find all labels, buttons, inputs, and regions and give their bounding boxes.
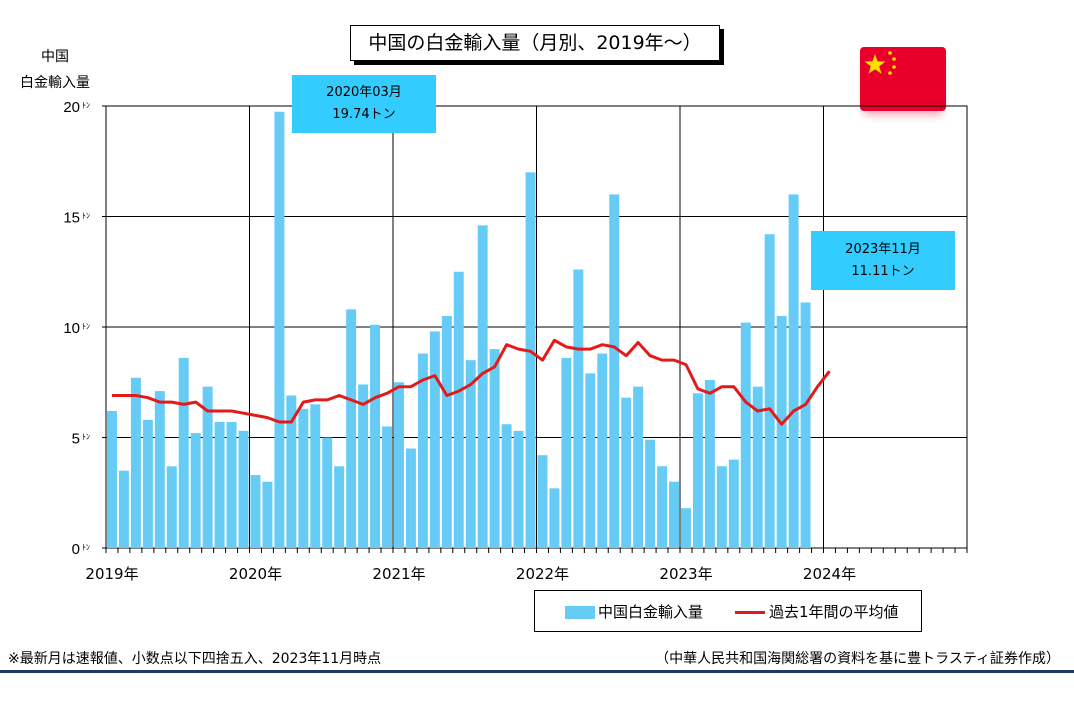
chart-legend: 中国白金輸入量 過去1年間の平均値: [534, 590, 922, 632]
bar: [274, 111, 285, 548]
chart-title: 中国の白金輸入量（月別、2019年～）: [350, 25, 720, 61]
bar: [429, 331, 440, 548]
bar: [501, 424, 512, 548]
callout-latest-value: 11.11トン: [851, 264, 915, 279]
bar: [178, 357, 189, 548]
bar: [645, 439, 656, 548]
bar: [370, 324, 381, 548]
y-tick-label: 10: [63, 320, 80, 337]
bar: [417, 353, 428, 548]
callout-peak-date: 2020年03月: [326, 85, 402, 100]
y-tick-unit: ﾄﾝ: [82, 101, 90, 110]
bar: [154, 391, 165, 548]
y-axis-label-line1: 中国: [41, 49, 69, 65]
bar: [298, 408, 309, 548]
y-tick-unit: ﾄﾝ: [82, 322, 90, 331]
legend-line-label: 過去1年間の平均値: [769, 603, 899, 621]
bar: [118, 470, 129, 548]
bar: [740, 322, 751, 548]
bar: [441, 315, 452, 548]
footnote-source: （中華人民共和国海関総署の資料を基に豊トラスティ証券作成）: [655, 651, 1060, 667]
bar: [382, 426, 392, 548]
bar: [250, 475, 261, 548]
legend-bar-label: 中国白金輸入量: [598, 603, 704, 621]
bar: [549, 488, 560, 548]
bar: [681, 508, 691, 548]
bar: [573, 269, 584, 548]
bar: [334, 466, 345, 548]
bar: [358, 384, 369, 548]
bar: [692, 393, 703, 548]
x-tick-label: 2022年: [516, 565, 569, 583]
bar: [310, 404, 321, 548]
bar: [716, 466, 727, 548]
bar: [477, 225, 488, 548]
bar: [142, 419, 153, 548]
bar: [537, 455, 548, 548]
bar: [226, 422, 237, 548]
y-tick-label: 20: [63, 99, 80, 116]
bar: [513, 430, 524, 548]
bar: [238, 430, 249, 548]
bar: [394, 382, 404, 548]
bar: [800, 302, 811, 548]
y-tick-unit: ﾄﾝ: [82, 212, 90, 221]
bar: [704, 380, 715, 548]
x-tick-label: 2021年: [372, 565, 425, 583]
average-line: [112, 338, 831, 426]
y-tick-unit: ﾄﾝ: [82, 543, 90, 552]
bar: [262, 481, 273, 548]
y-tick-unit: ﾄﾝ: [82, 433, 90, 442]
y-tick-label: 0: [72, 541, 80, 558]
bar: [166, 466, 177, 548]
bar: [130, 377, 141, 548]
x-tick-label: 2019年: [85, 565, 138, 583]
bar: [776, 315, 787, 548]
bar: [465, 360, 476, 548]
bar: [752, 386, 763, 548]
callout-latest-date: 2023年11月: [845, 242, 921, 257]
y-tick-label: 15: [63, 210, 80, 227]
bar: [202, 386, 213, 548]
bar: [657, 466, 668, 548]
bar: [728, 459, 739, 548]
bar: [561, 357, 572, 548]
callout-latest-2023-11: 2023年11月 11.11トン: [811, 231, 955, 290]
bar: [405, 448, 416, 548]
bar: [764, 234, 775, 548]
bar: [788, 194, 799, 548]
bar: [609, 194, 620, 548]
bar: [525, 172, 536, 549]
bar: [286, 395, 297, 548]
y-axis-label-line2: 白金輸入量: [20, 75, 90, 91]
legend-line-swatch: [735, 611, 765, 614]
bar: [621, 397, 632, 548]
china-flag-icon: [860, 47, 946, 111]
callout-peak-2020-03: 2020年03月 19.74トン: [292, 75, 436, 133]
y-tick-label: 5: [72, 431, 80, 448]
x-tick-label: 2020年: [229, 565, 282, 583]
bar: [190, 433, 201, 548]
bar: [107, 410, 117, 548]
bar: [489, 349, 500, 548]
china-flag-stars: [864, 51, 896, 75]
x-tick-label: 2024年: [803, 565, 856, 583]
bar: [633, 386, 644, 548]
bar: [669, 481, 679, 548]
bar: [346, 309, 357, 548]
legend-bar-swatch: [565, 606, 595, 619]
footnote-left: ※最新月は速報値、小数点以下四捨五入、2023年11月時点: [8, 651, 382, 667]
bar: [453, 271, 464, 548]
bar: [585, 373, 596, 548]
callout-peak-value: 19.74トン: [332, 107, 396, 122]
footer-divider: [0, 670, 1074, 673]
bar: [214, 422, 225, 548]
bar: [597, 353, 608, 548]
bar: [322, 437, 333, 548]
x-tick-label: 2023年: [659, 565, 712, 583]
